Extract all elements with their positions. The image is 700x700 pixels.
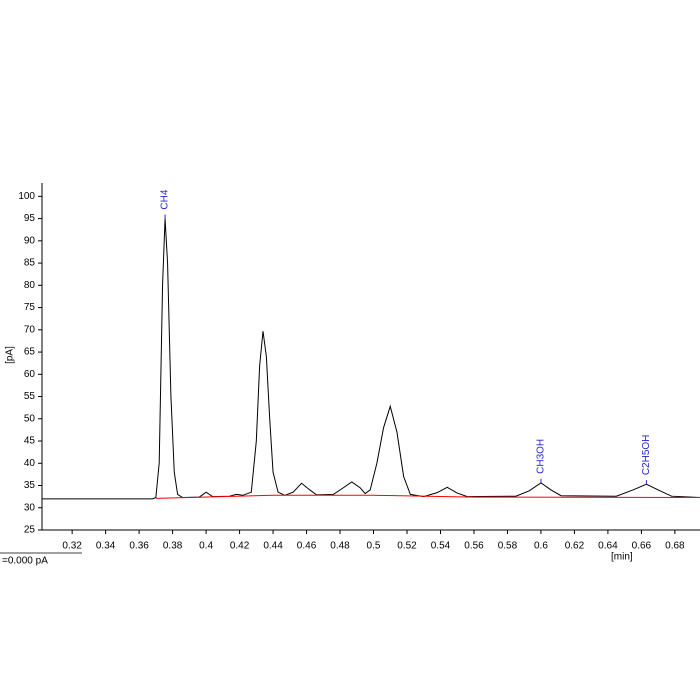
x-tick-label: 0.4: [199, 541, 213, 552]
peak-label: C2H5OH: [641, 435, 652, 476]
signal-line: [42, 218, 700, 500]
y-tick-label: 55: [24, 391, 36, 402]
y-tick-label: 60: [24, 369, 36, 380]
y-tick-label: 45: [24, 436, 36, 447]
y-tick-label: 30: [24, 502, 36, 513]
x-tick-label: 0.32: [62, 541, 82, 552]
x-tick-label: 0.56: [464, 541, 484, 552]
x-axis-label: [min]: [611, 552, 633, 563]
y-tick-label: 80: [24, 280, 36, 291]
y-tick-label: 85: [24, 258, 36, 269]
y-tick-label: 70: [24, 324, 36, 335]
peak-label: CH3OH: [536, 439, 547, 474]
x-tick-label: 0.36: [129, 541, 149, 552]
x-tick-label: 0.38: [163, 541, 183, 552]
x-tick-label: 0.34: [96, 541, 116, 552]
y-tick-label: 40: [24, 458, 36, 469]
peak-label: CH4: [160, 189, 171, 209]
y-axis-label: [pA]: [5, 346, 16, 364]
signal-line: [155, 494, 700, 499]
x-tick-label: 0.46: [297, 541, 317, 552]
y-tick-label: 35: [24, 480, 36, 491]
y-tick-label: 100: [18, 191, 35, 202]
x-tick-label: 0.52: [397, 541, 417, 552]
y-tick-label: 65: [24, 347, 36, 358]
y-tick-label: 75: [24, 302, 36, 313]
x-tick-label: 0.64: [598, 541, 618, 552]
x-tick-label: 0.5: [367, 541, 381, 552]
x-tick-label: 0.42: [230, 541, 250, 552]
x-tick-label: 0.6: [534, 541, 548, 552]
y-tick-label: 50: [24, 413, 36, 424]
y-tick-label: 95: [24, 213, 36, 224]
y-tick-label: 25: [24, 525, 36, 536]
x-tick-label: 0.66: [632, 541, 652, 552]
y-tick-label: 90: [24, 235, 36, 246]
x-tick-label: 0.58: [498, 541, 518, 552]
footer-text: =0.000 pA: [2, 556, 48, 567]
x-tick-label: 0.48: [330, 541, 350, 552]
x-tick-label: 0.62: [565, 541, 585, 552]
x-tick-label: 0.68: [665, 541, 685, 552]
x-tick-label: 0.44: [263, 541, 283, 552]
x-tick-label: 0.54: [431, 541, 451, 552]
